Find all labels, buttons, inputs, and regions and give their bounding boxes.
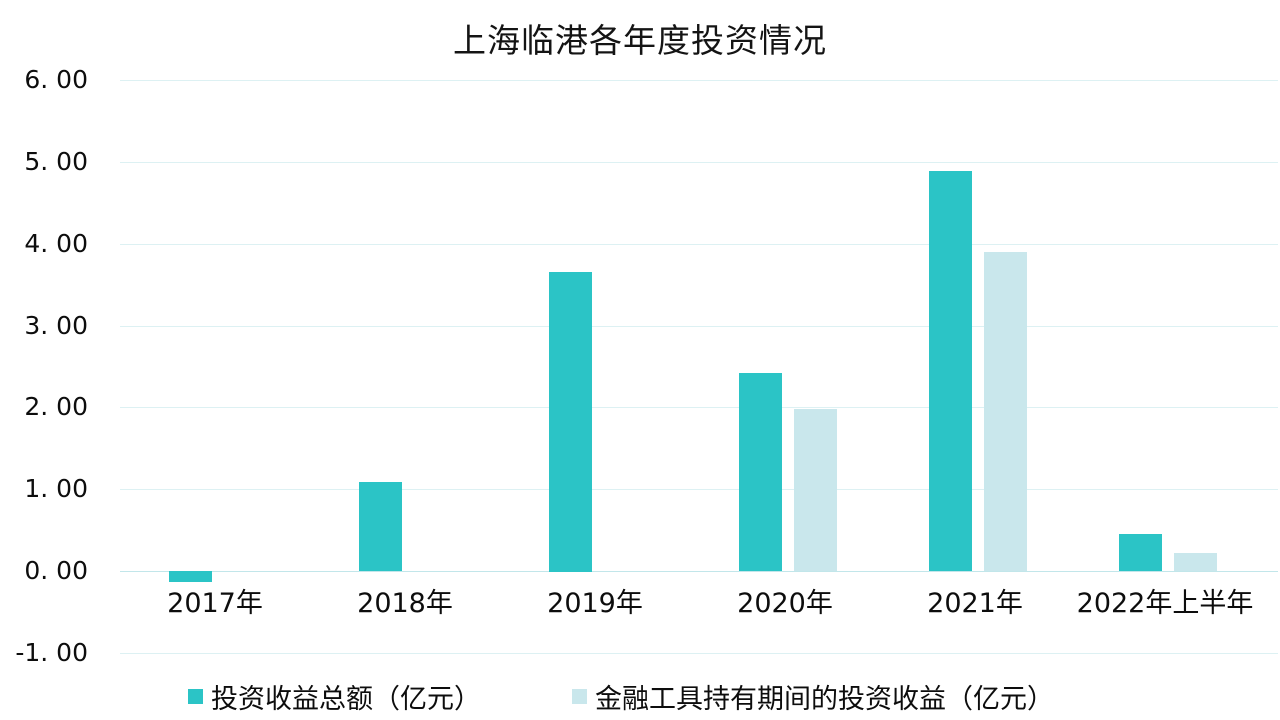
- legend: 投资收益总额（亿元） 金融工具持有期间的投资收益（亿元）: [0, 678, 1280, 715]
- legend-item-series1: 投资收益总额（亿元）: [188, 678, 481, 715]
- bar-series1-2017年: [169, 571, 212, 582]
- legend-item-series2: 金融工具持有期间的投资收益（亿元）: [572, 678, 1054, 715]
- bar-series1-2018年: [359, 482, 402, 571]
- bar-series1-2020年: [739, 373, 782, 571]
- y-axis-tick-label: 2. 00: [24, 392, 88, 421]
- bar-series1-2021年: [929, 171, 972, 571]
- bar-series2-2020年: [794, 409, 837, 571]
- y-axis-tick-label: 5. 00: [24, 147, 88, 176]
- gridline: [120, 653, 1278, 654]
- y-axis-tick-label: 1. 00: [24, 474, 88, 503]
- bar-series1-2019年: [549, 272, 592, 572]
- y-axis-tick-label: 6. 00: [24, 65, 88, 94]
- y-axis-tick-label: 0. 00: [24, 556, 88, 585]
- y-axis-tick-label: -1. 00: [15, 638, 88, 667]
- gridline: [120, 162, 1278, 163]
- y-axis-tick-label: 3. 00: [24, 311, 88, 340]
- x-axis-category-label: 2017年: [167, 588, 263, 619]
- series1-swatch-icon: [188, 688, 203, 704]
- series1-legend-label: 投资收益总额（亿元）: [211, 683, 481, 715]
- gridline: [120, 80, 1278, 81]
- series2-swatch-icon: [572, 688, 587, 704]
- x-axis-category-label: 2020年: [737, 588, 833, 619]
- bar-series1-2022年上半年: [1119, 534, 1162, 571]
- gridline: [120, 326, 1278, 327]
- x-axis-category-label: 2021年: [927, 588, 1023, 619]
- gridline: [120, 244, 1278, 245]
- bar-series2-2022年上半年: [1174, 553, 1217, 571]
- gridline: [120, 489, 1278, 490]
- gridline: [120, 407, 1278, 408]
- series2-legend-label: 金融工具持有期间的投资收益（亿元）: [595, 683, 1054, 715]
- x-axis-category-label: 2022年上半年: [1076, 588, 1254, 619]
- x-axis-category-label: 2018年: [357, 588, 453, 619]
- x-axis-line: [120, 571, 1278, 572]
- bar-series2-2021年: [984, 252, 1027, 571]
- chart-title: 上海临港各年度投资情况: [453, 21, 827, 60]
- x-axis-category-label: 2019年: [547, 588, 643, 619]
- y-axis-tick-label: 4. 00: [24, 229, 88, 258]
